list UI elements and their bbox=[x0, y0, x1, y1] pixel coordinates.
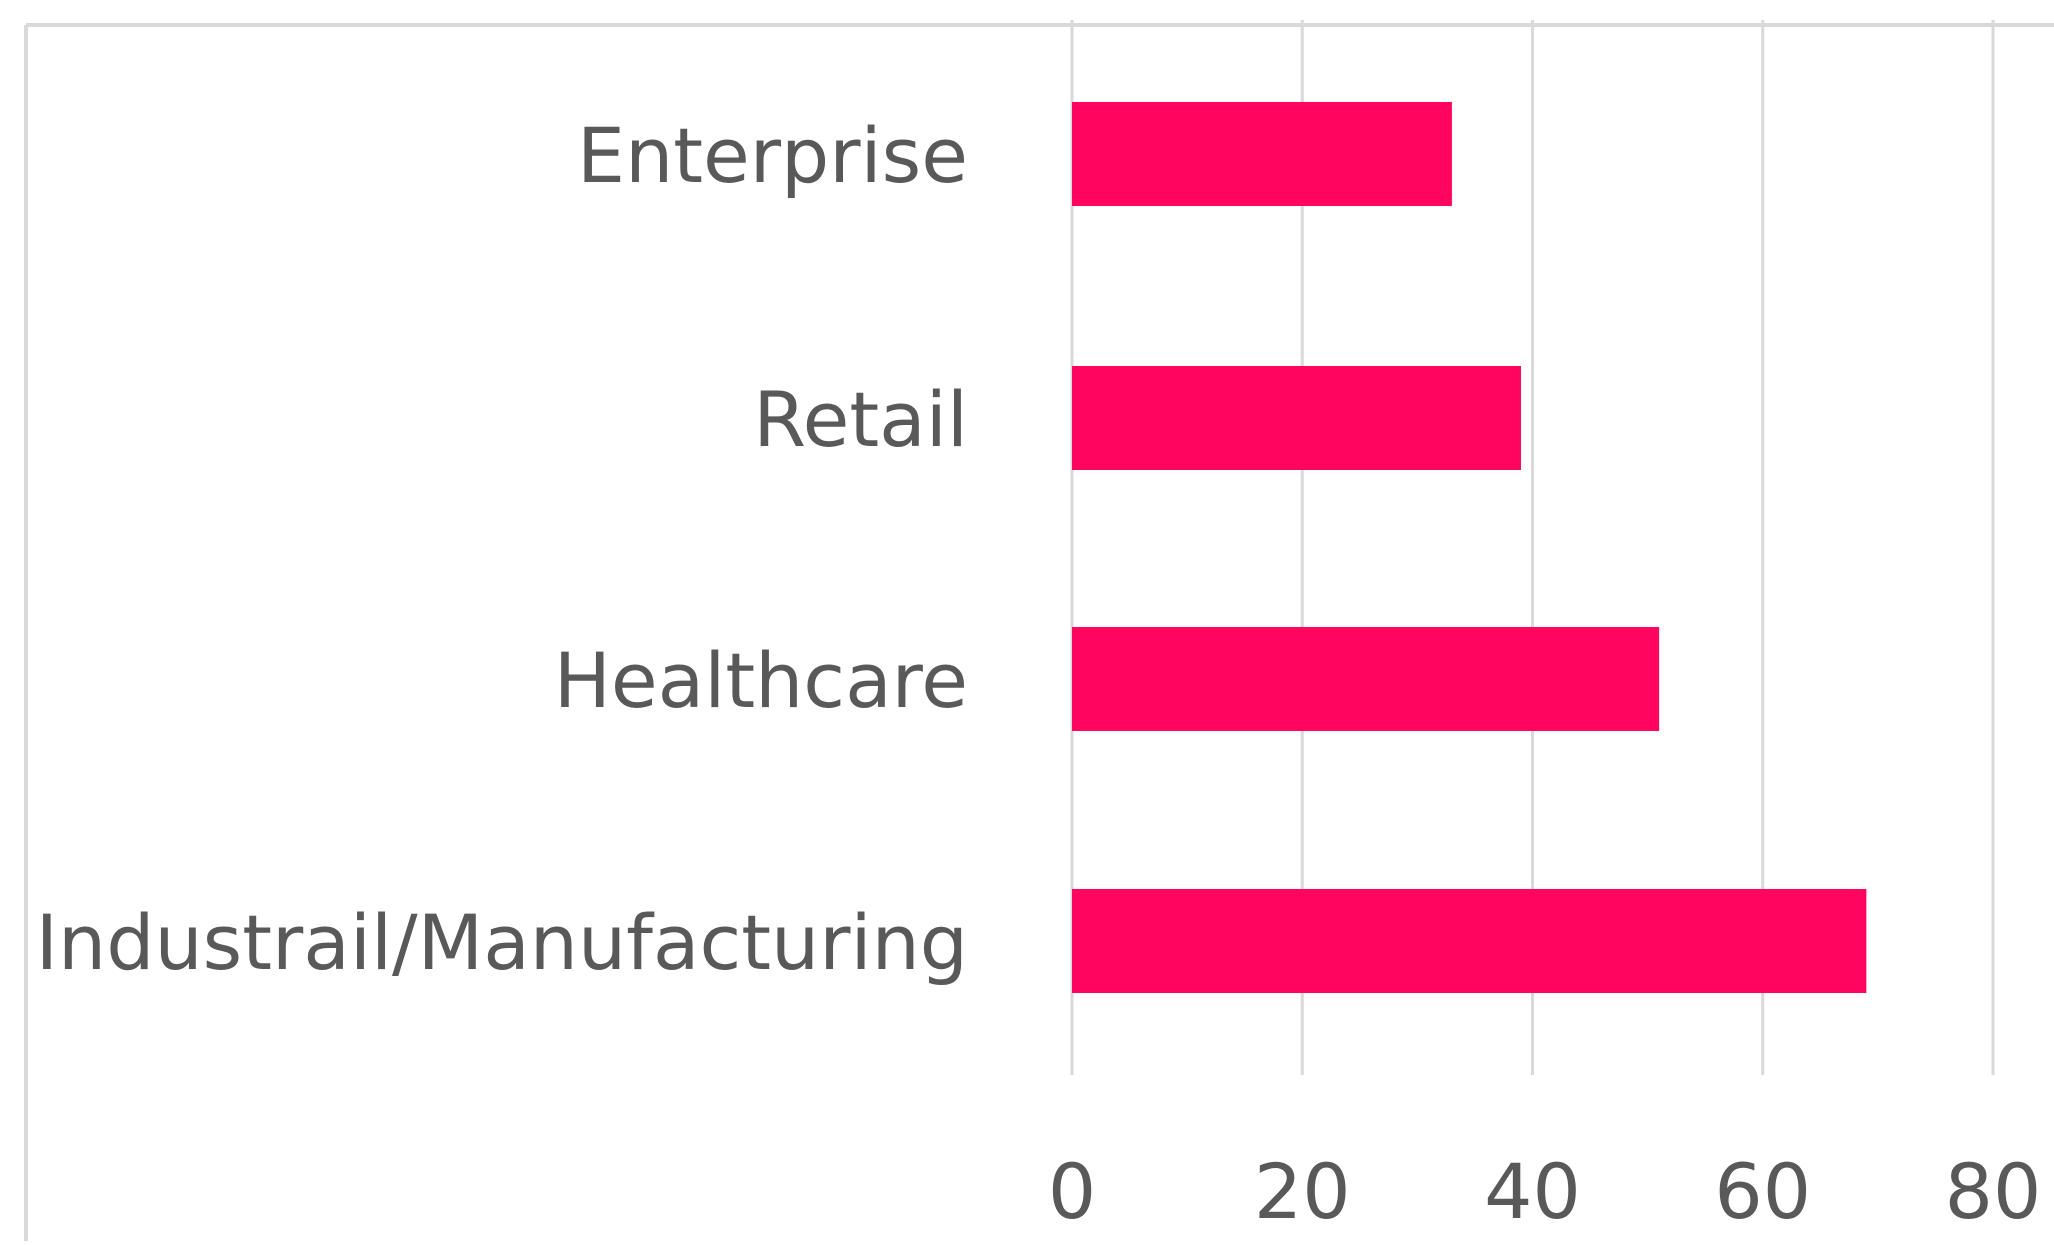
x-tick-label: 40 bbox=[1484, 1147, 1581, 1236]
category-label: Healthcare bbox=[554, 636, 968, 725]
x-tick-label: 0 bbox=[1048, 1147, 1096, 1236]
bar-retail bbox=[1072, 366, 1521, 470]
x-tick-label: 20 bbox=[1254, 1147, 1351, 1236]
bar-industrail-manufacturing bbox=[1072, 889, 1867, 993]
x-tick-label: 80 bbox=[1945, 1147, 2042, 1236]
bar-enterprise bbox=[1072, 102, 1452, 206]
category-label: Retail bbox=[753, 375, 968, 464]
category-label: Enterprise bbox=[577, 111, 968, 200]
x-tick-label: 60 bbox=[1714, 1147, 1811, 1236]
bar-healthcare bbox=[1072, 627, 1660, 731]
category-label: Industrail/Manufacturing bbox=[36, 898, 968, 987]
